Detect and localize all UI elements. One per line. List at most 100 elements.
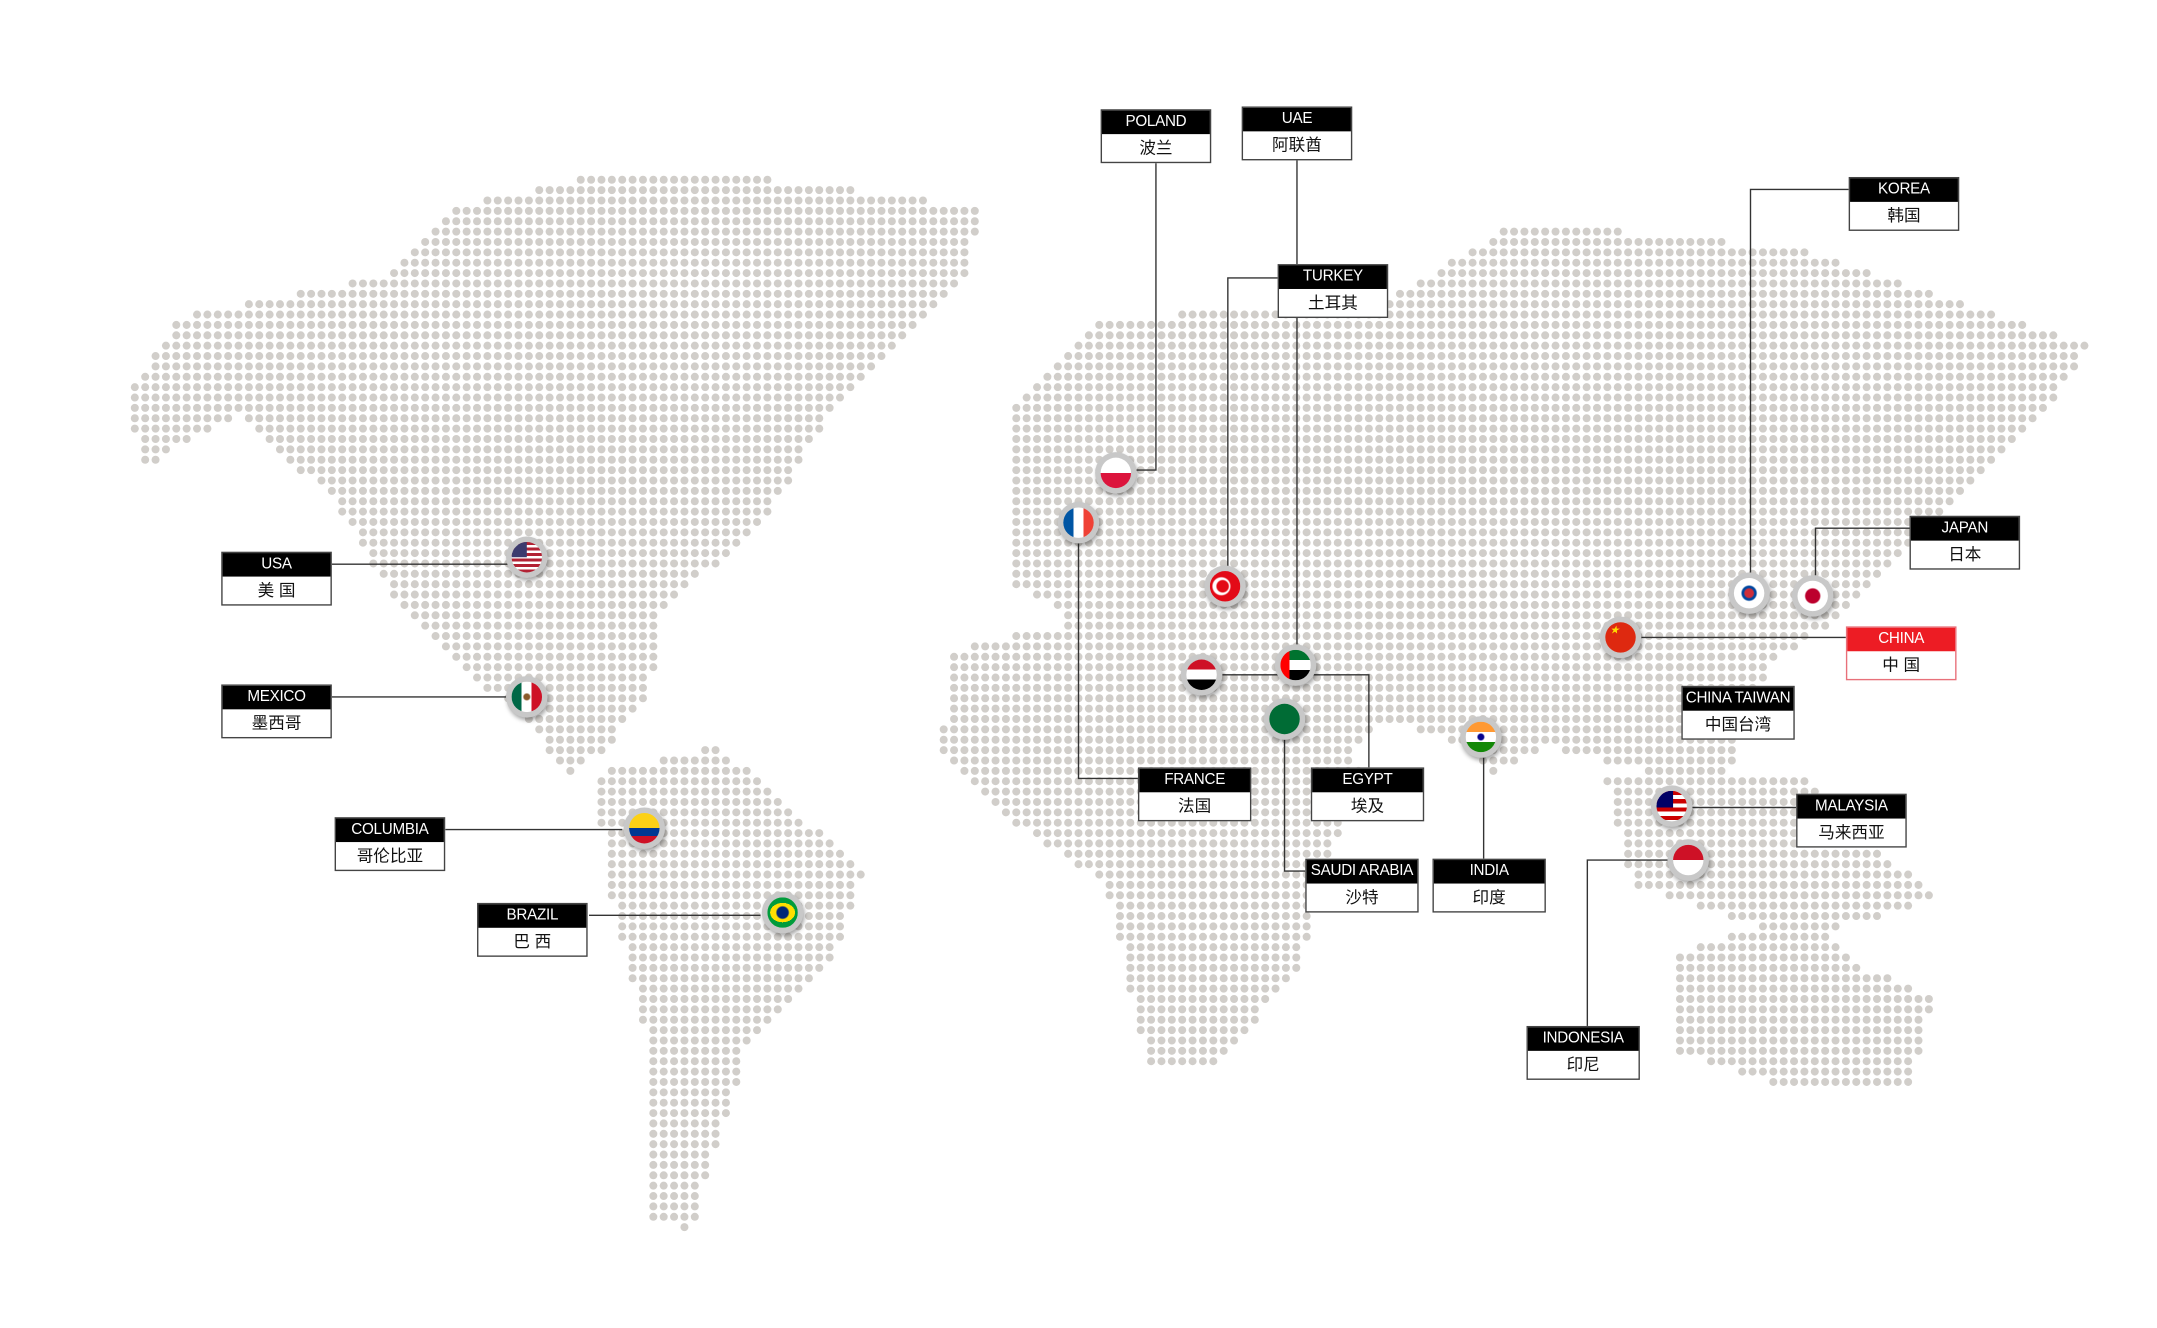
map-dot [763, 237, 772, 246]
map-dot [690, 269, 699, 278]
map-dot [753, 248, 762, 257]
map-dot [483, 237, 492, 246]
map-dot [649, 175, 658, 184]
map-dot [939, 269, 948, 278]
map-dot [1572, 237, 1581, 246]
map-dot [483, 269, 492, 278]
map-dot [1707, 237, 1716, 246]
map-dot [1541, 269, 1550, 278]
map-dot [1707, 248, 1716, 257]
map-dot [773, 237, 782, 246]
map-dot [711, 206, 720, 215]
map-dot [918, 258, 927, 267]
map-dot [680, 196, 689, 205]
map-dot [1686, 237, 1695, 246]
map-dot [1551, 237, 1560, 246]
map-dot [898, 217, 907, 226]
map-dot [514, 237, 523, 246]
map-dot [1593, 227, 1602, 236]
map-dot [867, 227, 876, 236]
map-dot [493, 237, 502, 246]
map-dot [483, 248, 492, 257]
map-dot [1447, 269, 1456, 278]
map-dot [773, 206, 782, 215]
map-dot [473, 279, 482, 288]
map-dot [1790, 269, 1799, 278]
map-dot [1655, 269, 1664, 278]
map-dot [690, 217, 699, 226]
map-dot [1769, 248, 1778, 257]
map-dot [680, 269, 689, 278]
map-dot [742, 206, 751, 215]
map-dot [535, 248, 544, 257]
map-dot [1551, 269, 1560, 278]
map-dot [701, 196, 710, 205]
map-dot [649, 248, 658, 257]
map-dot [597, 237, 606, 246]
map-dot [960, 269, 969, 278]
map-dot [1520, 227, 1529, 236]
map-dot [483, 196, 492, 205]
map-dot [1665, 237, 1674, 246]
map-dot [545, 269, 554, 278]
map-dot [576, 175, 585, 184]
map-dot [835, 217, 844, 226]
map-dot [1489, 269, 1498, 278]
map-dot [1675, 237, 1684, 246]
map-dot [1675, 258, 1684, 267]
map-dot [555, 237, 565, 246]
map-dot [815, 258, 824, 267]
map-dot [1707, 258, 1716, 267]
map-dot [1686, 258, 1695, 267]
map-dot [1810, 258, 1819, 267]
map-dot [524, 237, 533, 246]
map-dot [597, 258, 606, 267]
map-dot [452, 248, 461, 257]
map-dot [825, 196, 834, 205]
map-dot [441, 237, 450, 246]
map-dot [400, 279, 409, 288]
map-dot [1530, 269, 1539, 278]
map-dot [1572, 248, 1581, 257]
map-dot [1582, 258, 1591, 267]
map-dot [856, 269, 865, 278]
map-dot [473, 206, 482, 215]
map-dot [856, 206, 865, 215]
map-dot [1603, 248, 1612, 257]
map-dot [773, 217, 782, 226]
map-dot [1717, 237, 1726, 246]
map-dot [846, 269, 855, 278]
map-dot [908, 196, 917, 205]
map-dot [493, 279, 502, 288]
map-dot [846, 186, 855, 195]
map-dot [887, 248, 896, 257]
map-dot [576, 227, 585, 236]
map-dot [877, 258, 886, 267]
map-dot [587, 269, 596, 278]
map-dot [887, 227, 896, 236]
map-dot [721, 206, 730, 215]
map-dot [1831, 258, 1840, 267]
map-dot [587, 237, 596, 246]
map-dot [566, 217, 575, 226]
map-dot [701, 258, 710, 267]
map-dot [1572, 227, 1581, 236]
map-dot [918, 196, 927, 205]
map-dot [784, 206, 793, 215]
map-dot [618, 206, 627, 215]
map-dot [452, 279, 461, 288]
map-dot [784, 227, 793, 236]
map-dot [1800, 269, 1809, 278]
map-dot [473, 227, 482, 236]
map-dot [649, 217, 658, 226]
map-dot [607, 258, 616, 267]
map-dot [721, 186, 730, 195]
map-dot [773, 269, 782, 278]
map-dot [1478, 269, 1487, 278]
map-dot [804, 206, 813, 215]
map-dot [773, 186, 782, 195]
map-dot [711, 227, 720, 236]
map-dot [960, 217, 969, 226]
map-dot [877, 227, 886, 236]
